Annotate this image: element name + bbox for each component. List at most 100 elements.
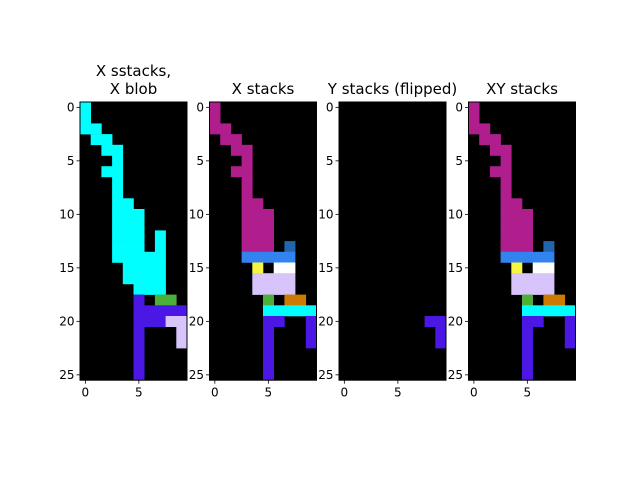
heatmap-cell bbox=[543, 294, 566, 306]
heatmap-cell bbox=[220, 123, 232, 135]
y-tick-label: 10 bbox=[318, 208, 333, 222]
heatmap-cell bbox=[252, 273, 296, 295]
heatmap-cell bbox=[263, 305, 317, 317]
heatmap-cell bbox=[133, 326, 145, 381]
heatmap-cell bbox=[511, 273, 555, 295]
y-tick-label: 0 bbox=[67, 101, 75, 115]
y-tick-label: 5 bbox=[67, 154, 75, 168]
heatmap-cell bbox=[241, 155, 253, 167]
heatmap-cell bbox=[165, 316, 188, 327]
heatmap-cell bbox=[500, 209, 533, 231]
heatmap-cell bbox=[230, 144, 253, 156]
heatmap-cell bbox=[564, 326, 576, 349]
panel-title: X blob bbox=[110, 80, 157, 98]
y-tick-label: 0 bbox=[455, 101, 463, 115]
y-tick-label: 5 bbox=[326, 154, 334, 168]
heatmap-cell bbox=[80, 102, 91, 135]
heatmap-cell bbox=[489, 166, 512, 178]
x-tick-label: 5 bbox=[135, 386, 143, 400]
heatmap-cell bbox=[133, 294, 145, 306]
heatmap-cell bbox=[263, 316, 285, 327]
heatmap-cell bbox=[263, 326, 274, 381]
heatmap-cell bbox=[532, 262, 555, 274]
heatmap-cell bbox=[500, 198, 523, 210]
axes-frame bbox=[468, 101, 576, 381]
axes-frame bbox=[338, 101, 447, 381]
heatmap-cell bbox=[230, 166, 253, 178]
panel-title: X sstacks, bbox=[96, 62, 171, 80]
heatmap-cell bbox=[112, 176, 124, 199]
heatmap-cell bbox=[176, 326, 188, 349]
heatmap-cell bbox=[479, 123, 491, 135]
heatmap-cell bbox=[112, 155, 124, 167]
y-tick-label: 20 bbox=[59, 315, 74, 329]
heatmap-cell bbox=[284, 294, 307, 306]
y-tick-label: 5 bbox=[196, 154, 204, 168]
heatmap-cell bbox=[500, 155, 512, 167]
y-tick-label: 15 bbox=[59, 261, 74, 275]
heatmap-cell bbox=[489, 144, 512, 156]
y-tick-label: 0 bbox=[326, 101, 334, 115]
y-tick-label: 15 bbox=[318, 261, 333, 275]
heatmap-cell bbox=[90, 134, 113, 146]
heatmap-cell bbox=[133, 305, 188, 317]
y-tick-label: 10 bbox=[189, 208, 204, 222]
panel-3: Y stacks (flipped) 0 5 0 5 10 15 20 25 bbox=[318, 80, 457, 400]
heatmap-cell bbox=[500, 251, 555, 263]
heatmap-cell bbox=[273, 262, 296, 274]
heatmap-cell bbox=[241, 176, 253, 199]
x-tick-label: 5 bbox=[265, 386, 273, 400]
x-tick-label: 0 bbox=[211, 386, 219, 400]
heatmap-cell bbox=[101, 166, 124, 178]
heatmap-cell bbox=[522, 305, 576, 317]
heatmap-cell bbox=[154, 241, 166, 253]
y-tick-label: 15 bbox=[189, 261, 204, 275]
y-tick-label: 10 bbox=[59, 208, 74, 222]
heatmap-cell bbox=[220, 134, 242, 146]
panel-1: X sstacks,X blob 0 5 0 5 10 15 20 25 bbox=[59, 62, 188, 400]
heatmap-cell bbox=[241, 209, 274, 231]
heatmap-cell bbox=[101, 144, 124, 156]
heatmap-cell bbox=[305, 316, 317, 327]
panel-title: XY stacks bbox=[486, 80, 558, 98]
y-tick-label: 25 bbox=[448, 368, 463, 382]
heatmap-cell bbox=[479, 134, 501, 146]
x-tick-label: 0 bbox=[470, 386, 478, 400]
heatmap-cell bbox=[90, 123, 102, 135]
heatmap-cell bbox=[468, 102, 480, 135]
heatmap-cell bbox=[424, 316, 447, 327]
y-tick-label: 15 bbox=[448, 261, 463, 275]
heatmap-cell bbox=[133, 316, 166, 327]
heatmap-cell bbox=[112, 230, 145, 242]
heatmap-cell bbox=[500, 230, 533, 242]
heatmap-cell bbox=[564, 316, 576, 327]
heatmap-cell bbox=[112, 241, 145, 263]
heatmap-cell bbox=[144, 251, 166, 263]
heatmap-cell bbox=[252, 262, 264, 274]
heatmap-cell bbox=[241, 251, 296, 263]
y-tick-label: 20 bbox=[318, 315, 333, 329]
heatmap-cell bbox=[241, 198, 264, 210]
y-tick-label: 20 bbox=[448, 315, 463, 329]
heatmap-cell bbox=[500, 241, 533, 253]
panel-background bbox=[339, 102, 446, 381]
heatmap-cell bbox=[305, 326, 317, 349]
heatmap-cell bbox=[263, 294, 274, 306]
x-tick-label: 5 bbox=[394, 386, 402, 400]
panel-title: X stacks bbox=[232, 80, 295, 98]
heatmap-cell bbox=[241, 230, 274, 242]
panel-title: Y stacks (flipped) bbox=[327, 80, 457, 98]
y-tick-label: 25 bbox=[189, 368, 204, 382]
x-tick-label: 0 bbox=[82, 386, 90, 400]
heatmap-cell bbox=[500, 176, 512, 199]
heatmap-cell bbox=[284, 241, 296, 253]
y-tick-label: 20 bbox=[189, 315, 204, 329]
heatmap-cell bbox=[522, 294, 533, 306]
panel-4: XY stacks 0 5 0 5 10 15 20 25 bbox=[448, 80, 576, 400]
axes-frame bbox=[209, 101, 317, 381]
heatmap-cell bbox=[209, 102, 221, 135]
panels-group: X sstacks,X blob 0 5 0 5 10 15 20 25 X stacks 0 5 0 5… bbox=[59, 62, 576, 400]
x-tick-label: 5 bbox=[524, 386, 532, 400]
heatmap-cell bbox=[241, 241, 274, 253]
